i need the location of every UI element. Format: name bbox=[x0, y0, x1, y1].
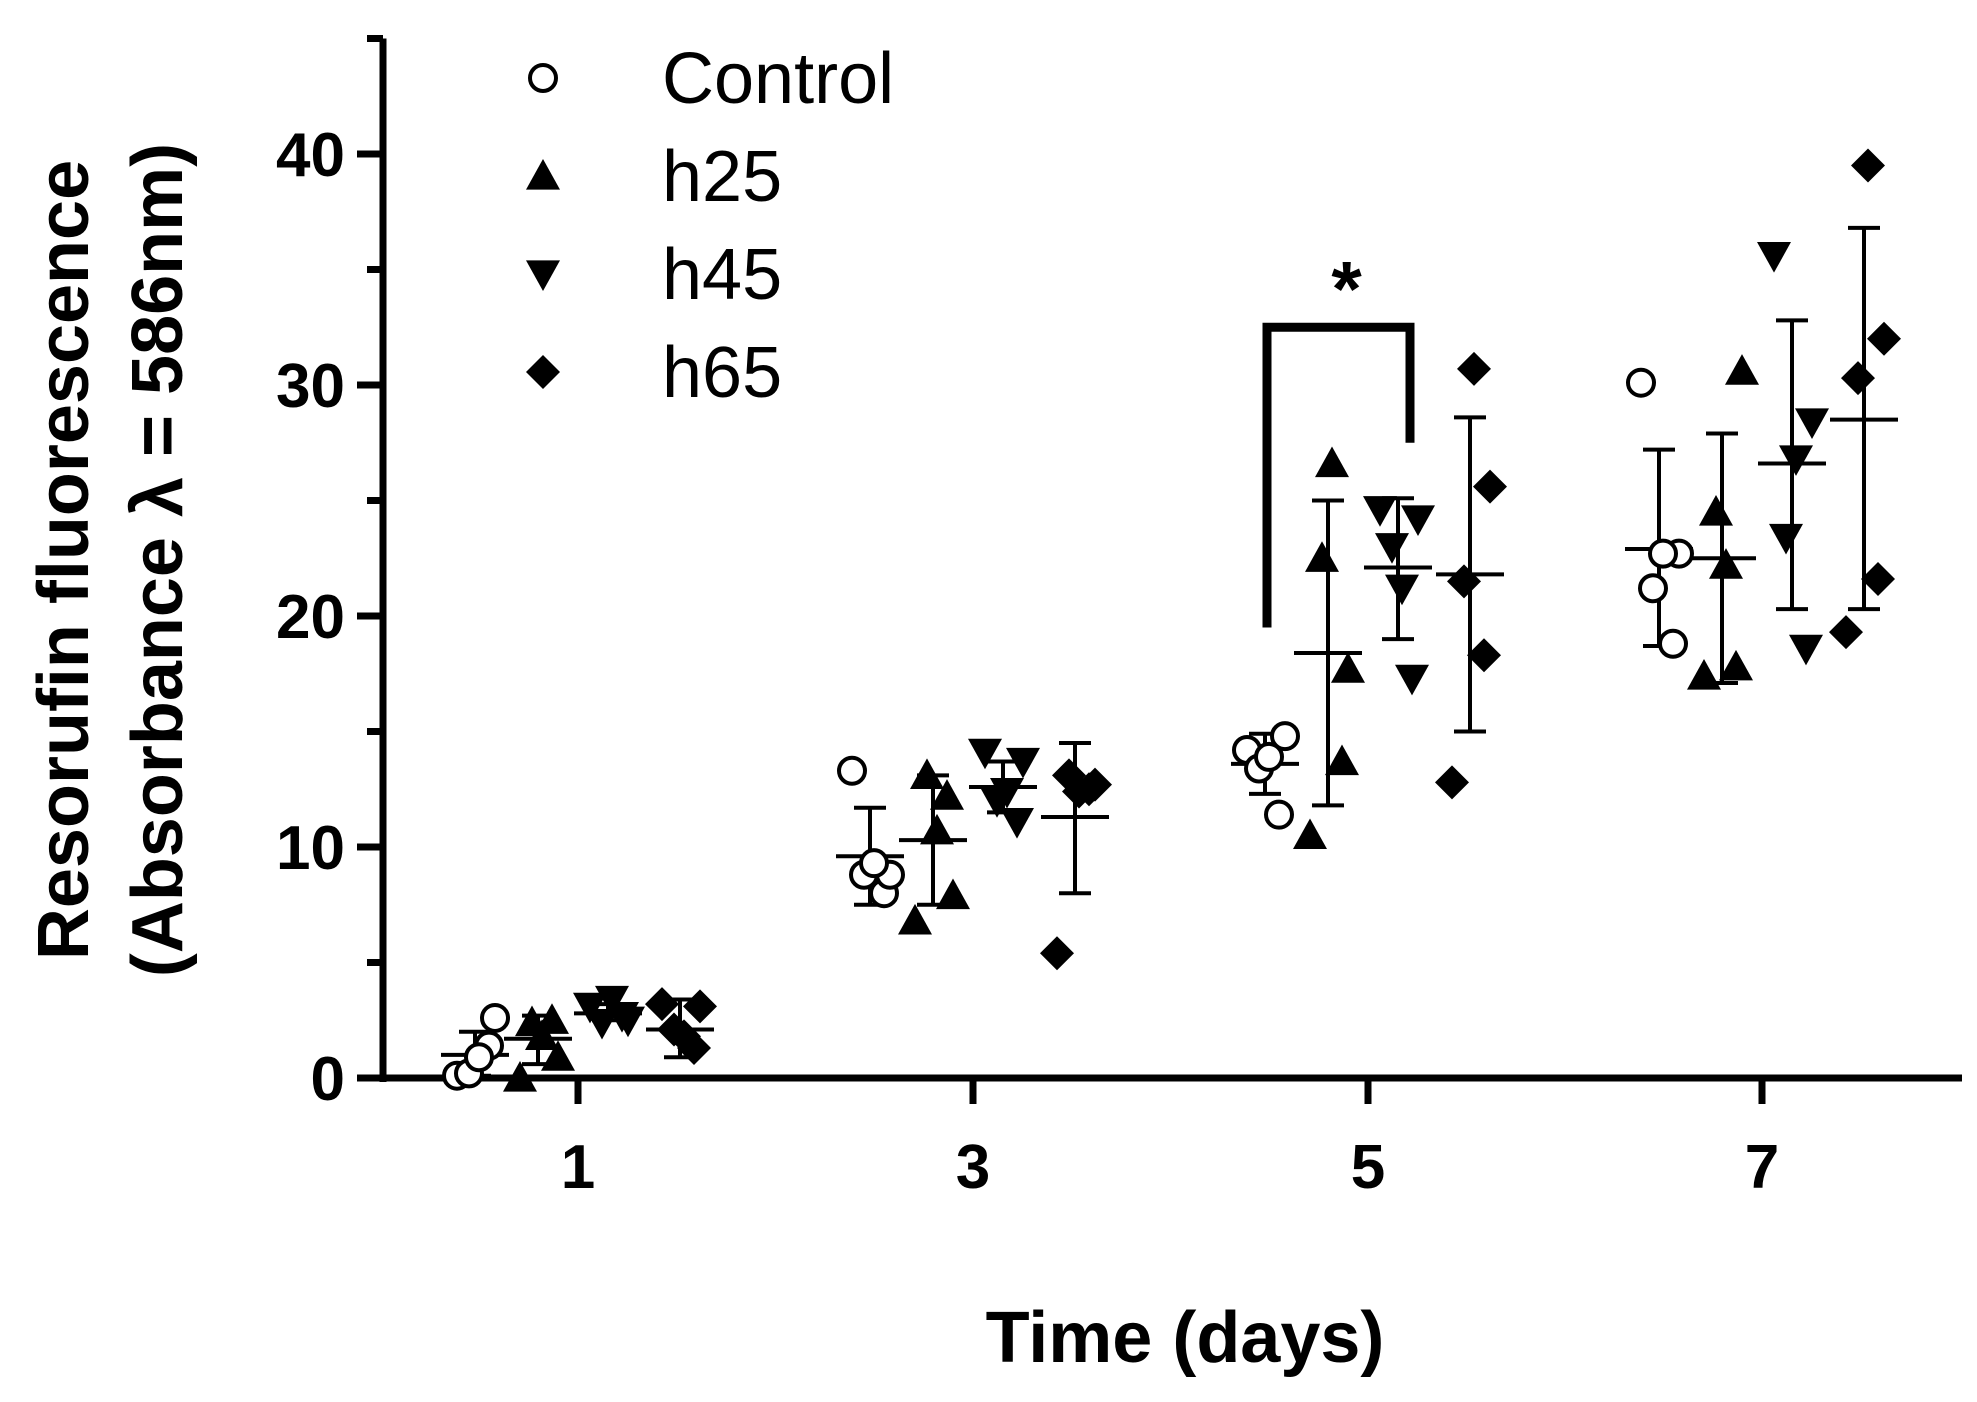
y-tick-label: 40 bbox=[276, 121, 345, 190]
data-point bbox=[1401, 505, 1435, 536]
data-point bbox=[1435, 765, 1469, 800]
data-point bbox=[1867, 321, 1901, 356]
data-point bbox=[1467, 638, 1501, 673]
legend-marker bbox=[526, 159, 560, 190]
data-point bbox=[1648, 538, 1678, 569]
x-tick-label: 1 bbox=[561, 1133, 595, 1202]
data-point bbox=[1293, 818, 1327, 850]
data-point bbox=[898, 903, 932, 935]
y-tick-label: 0 bbox=[311, 1045, 345, 1114]
data-point bbox=[859, 848, 889, 879]
data-point bbox=[1795, 408, 1829, 439]
data-point bbox=[503, 1061, 537, 1092]
axes bbox=[379, 38, 1962, 1082]
data-point bbox=[480, 1002, 510, 1033]
data-point bbox=[464, 1042, 494, 1073]
legend-label: h45 bbox=[662, 235, 782, 315]
y-axis-title-line1: Resorufin fluorescence bbox=[24, 160, 104, 960]
data-point bbox=[1040, 936, 1074, 971]
data-point bbox=[667, 1019, 701, 1054]
data-point bbox=[1851, 148, 1885, 183]
data-point bbox=[1006, 747, 1040, 779]
data-point bbox=[837, 755, 867, 786]
data-point bbox=[1658, 628, 1688, 659]
data-point bbox=[1062, 774, 1096, 809]
data-point bbox=[645, 987, 679, 1022]
data-point bbox=[1447, 564, 1481, 599]
data-point bbox=[1699, 495, 1733, 526]
data-point bbox=[1315, 446, 1349, 478]
legend-label: h25 bbox=[662, 137, 782, 217]
x-axis-ticks: 1 3 5 7 bbox=[561, 1078, 1779, 1202]
data-point bbox=[611, 1006, 645, 1038]
data-point bbox=[1841, 361, 1875, 396]
data-point bbox=[1363, 496, 1397, 527]
data-point bbox=[930, 779, 964, 810]
legend: Control h25 h45 h65 bbox=[526, 39, 894, 413]
legend-label: h65 bbox=[662, 333, 782, 413]
data-point bbox=[1331, 652, 1365, 683]
data-point bbox=[1305, 541, 1339, 572]
data-point bbox=[541, 1040, 575, 1071]
y-axis-ticks: 0 10 20 30 40 bbox=[276, 35, 383, 1114]
data-point bbox=[683, 989, 717, 1024]
data-point bbox=[936, 878, 970, 910]
data-point bbox=[968, 738, 1002, 770]
data-point bbox=[573, 992, 607, 1024]
data-point bbox=[1626, 367, 1656, 398]
x-tick-label: 3 bbox=[956, 1133, 990, 1202]
data-point bbox=[1687, 659, 1721, 690]
y-tick-label: 20 bbox=[276, 583, 345, 652]
legend-label: Control bbox=[662, 39, 894, 119]
data-point bbox=[1779, 445, 1813, 476]
data-points bbox=[442, 148, 1901, 1092]
data-point bbox=[1264, 799, 1294, 830]
data-point bbox=[1719, 649, 1753, 681]
data-point bbox=[1638, 573, 1668, 604]
data-point bbox=[1375, 533, 1409, 564]
data-point bbox=[910, 758, 944, 789]
data-point bbox=[595, 985, 629, 1017]
legend-marker bbox=[528, 63, 558, 93]
x-tick-label: 5 bbox=[1351, 1133, 1385, 1202]
legend-marker bbox=[526, 260, 560, 291]
x-tick-label: 7 bbox=[1745, 1133, 1779, 1202]
data-point bbox=[525, 1019, 559, 1051]
data-point bbox=[1861, 562, 1895, 597]
significance-bracket bbox=[1262, 322, 1415, 628]
y-axis-title-line2: (Absorbance λ = 586nm) bbox=[118, 143, 198, 977]
y-tick-label: 10 bbox=[276, 814, 345, 883]
data-point bbox=[1709, 548, 1743, 579]
data-point bbox=[1725, 354, 1759, 385]
data-point bbox=[1473, 469, 1507, 504]
data-point bbox=[1829, 615, 1863, 650]
data-point bbox=[1325, 744, 1359, 776]
data-point bbox=[990, 777, 1024, 809]
data-point bbox=[585, 1008, 619, 1040]
x-axis-title: Time (days) bbox=[986, 1298, 1385, 1378]
data-point bbox=[1757, 242, 1791, 273]
data-point bbox=[1457, 351, 1491, 386]
data-point bbox=[1270, 721, 1300, 752]
data-point bbox=[920, 813, 954, 845]
data-point bbox=[1769, 523, 1803, 555]
data-point bbox=[1789, 634, 1823, 666]
y-tick-label: 30 bbox=[276, 352, 345, 421]
data-point bbox=[1395, 664, 1429, 696]
data-point bbox=[1254, 741, 1284, 772]
significance-annotation: * bbox=[1262, 244, 1415, 628]
data-point bbox=[1385, 574, 1419, 606]
significance-star: * bbox=[1331, 244, 1362, 332]
data-point bbox=[1000, 807, 1034, 839]
legend-marker bbox=[526, 355, 560, 389]
